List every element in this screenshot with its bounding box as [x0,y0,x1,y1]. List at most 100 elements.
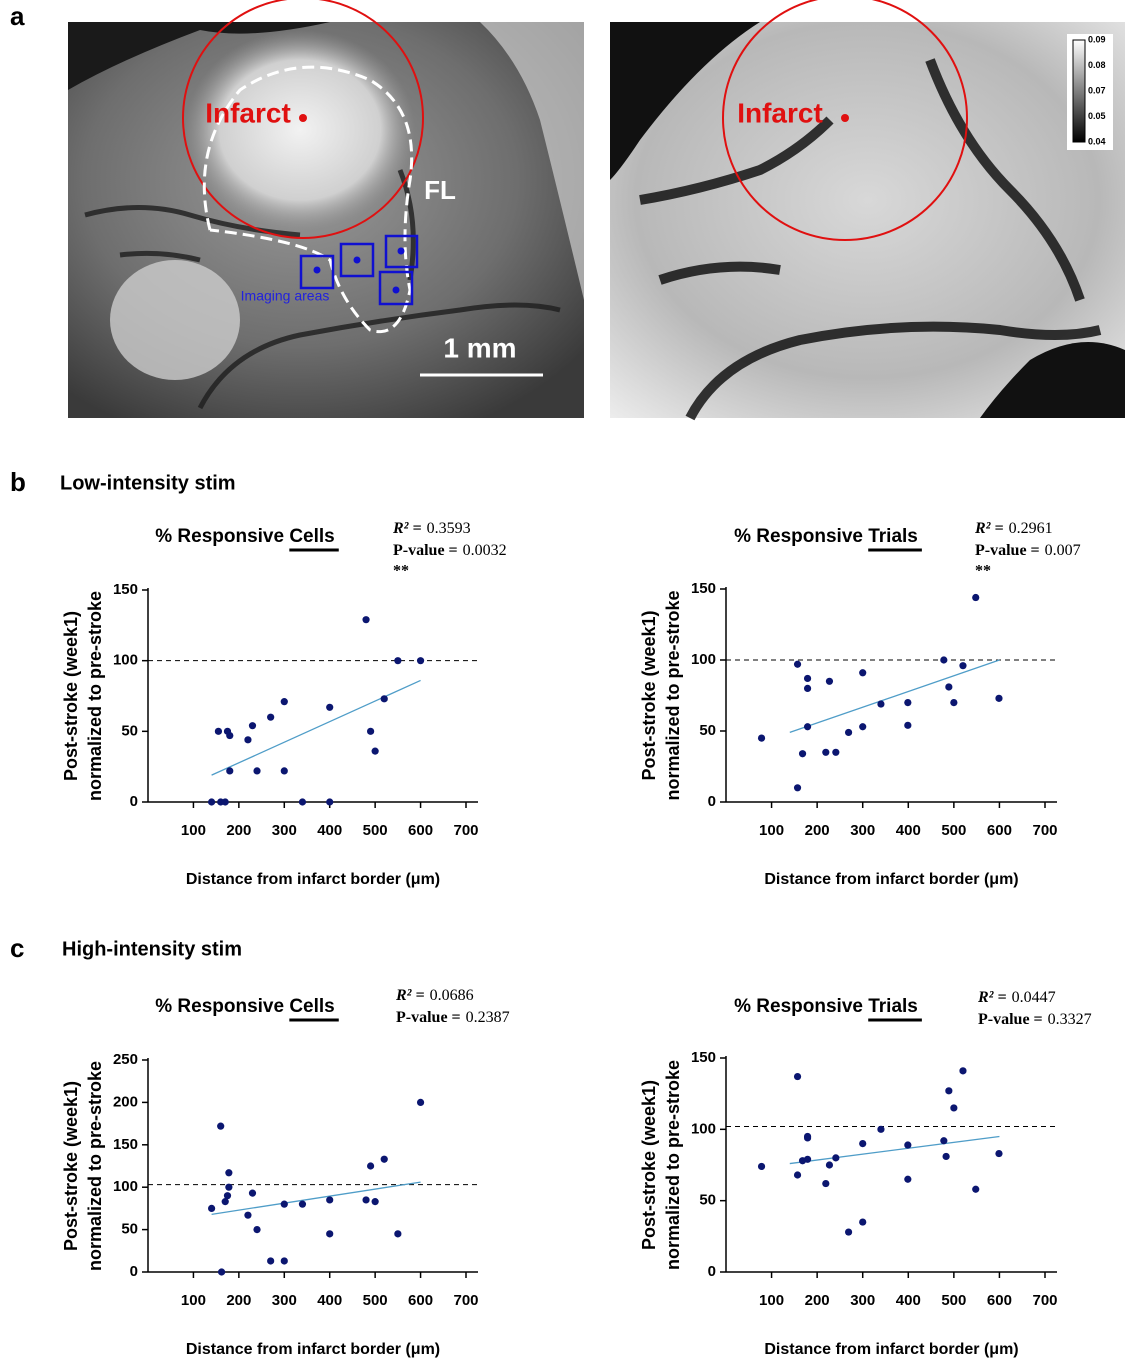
data-point [940,1137,948,1145]
x-tick-label: 600 [987,822,1012,839]
x-tick-label: 400 [896,822,921,839]
y-tick-label: 100 [691,651,716,668]
y-tick-label: 250 [113,1051,138,1068]
chart-title: % Responsive Trials [734,996,918,1017]
data-point [877,1125,885,1133]
data-point [326,703,334,711]
data-point [825,1161,834,1169]
x-axis-label: Distance from infarct border (μm) [186,871,440,888]
data-point [217,1122,225,1130]
data-point [757,1162,766,1171]
region-label: FL [424,175,456,205]
chart-title: % Responsive Cells [155,996,335,1017]
p-label: P-value = [975,542,1040,559]
data-point [221,798,229,806]
p-value: 0.2387 [466,1009,510,1026]
data-point [248,722,257,730]
y-axis-label: Post-stroke (week1) [61,611,81,781]
data-point [959,662,967,670]
r2-annotation: R² = 0.0447 [977,989,1056,1006]
x-tick-label: 700 [1032,822,1057,839]
r2-label: R² = [977,989,1007,1006]
x-tick-label: 500 [363,822,388,839]
data-point [298,1200,307,1208]
trendline [211,679,421,776]
y-tick-label: 150 [691,1049,716,1066]
data-point [267,713,275,721]
x-tick-label: 200 [226,822,251,839]
data-point [793,660,802,668]
r2-value: 0.2961 [1009,520,1053,537]
x-tick-label: 600 [408,1292,433,1309]
data-point [859,723,867,731]
row-title: Low-intensity stim [60,472,236,494]
data-point [945,683,953,691]
data-point [798,750,807,758]
trendline [211,1181,421,1215]
x-axis-label: Distance from infarct border (μm) [186,1341,440,1358]
p-value: 0.007 [1045,542,1081,559]
data-point [959,1067,967,1075]
data-point [416,1098,425,1106]
y-tick-label: 0 [130,1263,138,1280]
panel-label: b [10,467,26,497]
scatter-chart: 0 50 100 150 100 200 300 400 500 600 700 % Responsi… [639,989,1092,1359]
data-point [995,694,1003,702]
data-point [394,657,402,665]
scatter-chart: 0 50 100 150 100 200 300 400 500 600 700 % Responsi… [61,520,507,889]
data-point [904,1141,912,1149]
p-label: P-value = [393,542,458,559]
data-point [226,767,234,775]
infarct-label: Infarct [205,97,291,128]
y-tick-label: 0 [708,1263,716,1280]
y-tick-label: 150 [691,580,716,597]
imaging-label: Imaging areas [241,288,330,304]
data-point [280,767,288,775]
data-point [877,700,885,708]
y-tick-label: 100 [691,1120,716,1137]
p-annotation: P-value = 0.2387 [396,1009,510,1026]
data-point [280,1200,288,1208]
x-tick-label: 700 [1032,1292,1057,1309]
x-tick-label: 500 [941,1292,966,1309]
data-point [326,798,334,806]
data-point [844,728,853,737]
x-tick-label: 400 [317,822,342,839]
data-point [280,698,288,706]
y-tick-label: 150 [113,581,138,598]
data-point [945,1087,953,1095]
infarct-label: Infarct [737,97,823,128]
y-axis-label: Post-stroke (week1) [639,1080,659,1250]
x-tick-label: 700 [453,822,478,839]
data-point [793,1171,802,1179]
data-point [859,1218,867,1226]
data-point [217,1268,226,1276]
y-axis-label: Post-stroke (week1) [61,1081,81,1251]
r2-label: R² = [392,520,422,537]
significance: ** [975,563,991,580]
chart-title: % Responsive Trials [734,526,918,547]
x-tick-label: 400 [317,1292,342,1309]
data-point [244,1211,252,1219]
y-tick-label: 50 [121,722,138,739]
data-point [244,736,252,744]
p-value: 0.3327 [1048,1011,1092,1028]
x-axis-label: Distance from infarct border (μm) [764,871,1018,888]
data-point [793,784,802,792]
y-axis-label: normalized to pre-stroke [85,591,105,801]
x-tick-label: 600 [408,822,433,839]
x-tick-label: 700 [453,1292,478,1309]
data-point [380,695,388,703]
data-point [822,748,830,756]
data-point [326,1196,334,1204]
y-axis-label: normalized to pre-stroke [663,1060,683,1270]
x-tick-label: 300 [850,1292,875,1309]
x-axis-label: Distance from infarct border (μm) [764,1341,1018,1358]
data-point [859,669,867,677]
data-point [223,1192,232,1200]
data-point [803,723,812,731]
x-tick-label: 300 [850,822,875,839]
y-axis-label: normalized to pre-stroke [663,590,683,800]
data-point [371,747,379,755]
data-point [253,1226,261,1234]
